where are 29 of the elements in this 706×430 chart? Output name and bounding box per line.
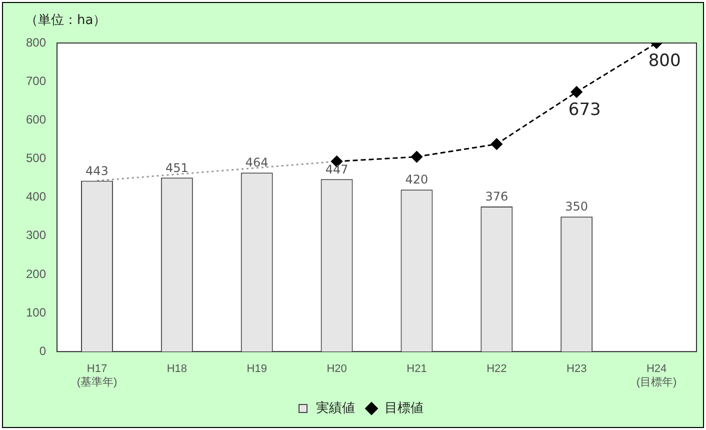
data-label: 800 xyxy=(648,50,681,71)
legend-label: 実績値 xyxy=(316,400,355,416)
data-label: 447 xyxy=(325,162,348,176)
x-tick-label: H18 xyxy=(166,363,188,376)
y-tick-label: 0 xyxy=(39,344,46,358)
data-label: 376 xyxy=(485,190,508,204)
y-axis-title: （単位：ha） xyxy=(25,12,106,29)
y-tick-label: 600 xyxy=(26,112,46,126)
y-tick-label: 100 xyxy=(26,305,46,320)
x-tick-label: H24 (目標年) xyxy=(636,363,677,388)
x-tick-label: H19 xyxy=(246,363,267,376)
y-tick-label: 500 xyxy=(26,151,46,166)
x-tick-label: H23 xyxy=(566,363,587,376)
x-tick-label: H22 xyxy=(486,363,507,376)
x-tick-label: H21 xyxy=(406,363,427,376)
y-tick-label: 200 xyxy=(26,266,46,281)
data-label: 673 xyxy=(568,100,601,120)
data-label: 451 xyxy=(165,160,188,175)
data-label: 443 xyxy=(86,164,108,178)
y-tick-label: 800 xyxy=(26,35,46,50)
legend-label: 目標値 xyxy=(384,400,424,416)
y-tick-label: 300 xyxy=(26,228,46,242)
data-label: 350 xyxy=(565,200,588,214)
x-tick-label: H20 xyxy=(326,363,347,376)
y-tick-label: 700 xyxy=(26,74,46,88)
data-label: 420 xyxy=(405,172,428,187)
data-label: 464 xyxy=(245,156,268,170)
x-tick-label: H17 (基準年) xyxy=(76,363,118,388)
y-tick-label: 400 xyxy=(26,190,46,204)
